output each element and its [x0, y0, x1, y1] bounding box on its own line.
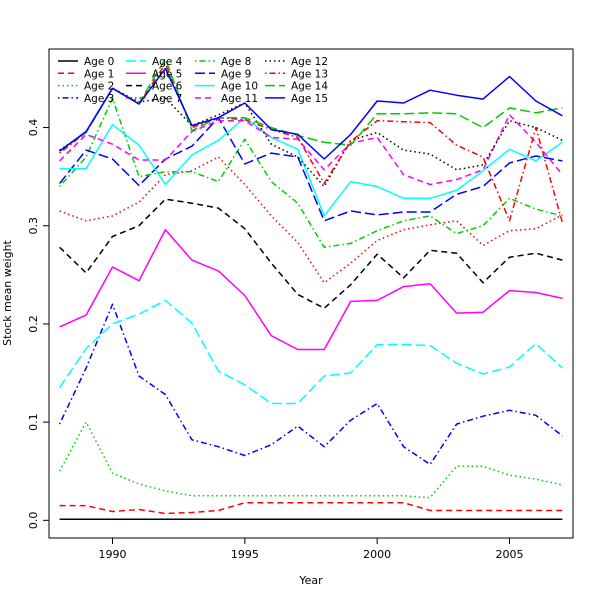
x-tick-label: 2005	[495, 548, 523, 561]
legend-label-age-6: Age 6	[152, 81, 183, 93]
series-line-age-6	[59, 198, 563, 309]
y-tick-label: 0.1	[27, 413, 40, 431]
legend-label-age-1: Age 1	[84, 68, 114, 80]
legend-label-age-3: Age 3	[84, 93, 114, 105]
series-line-age-8	[59, 97, 563, 249]
y-axis-label: Stock mean weight	[1, 239, 14, 345]
x-tick-label: 1995	[231, 548, 259, 561]
series-line-age-1	[59, 501, 563, 515]
legend-label-age-13: Age 13	[291, 68, 328, 80]
y-tick-label: 0.2	[27, 315, 40, 333]
legend-label-age-9: Age 9	[221, 68, 251, 80]
series-layer	[58, 58, 564, 521]
series-line-age-9	[59, 116, 563, 222]
legend-label-age-10: Age 10	[221, 81, 258, 93]
series-line-age-10	[59, 116, 563, 217]
y-tick-label: 0.0	[27, 512, 40, 530]
y-axis: 0.0 0.1 0.2 0.3 0.4	[27, 119, 49, 529]
legend-label-age-5: Age 5	[152, 68, 182, 80]
series-line-age-7	[59, 156, 563, 284]
series-line-age-4	[58, 299, 563, 405]
series-line-age-15	[59, 67, 563, 160]
y-tick-label: 0.4	[27, 119, 40, 137]
series-line-age-14	[59, 58, 563, 152]
series-line-age-2	[58, 421, 563, 499]
series-line-age-3	[58, 303, 563, 466]
legend-label-age-4: Age 4	[152, 56, 183, 68]
legend-label-age-0: Age 0	[84, 56, 114, 68]
legend-label-age-7: Age 7	[152, 93, 182, 105]
series-line-age-13	[59, 62, 564, 224]
legend-label-age-15: Age 15	[291, 93, 328, 105]
legend-label-age-11: Age 11	[221, 93, 258, 105]
legend-label-age-12: Age 12	[291, 56, 328, 68]
x-axis-label: Year	[298, 574, 323, 587]
x-tick-label: 1990	[99, 548, 127, 561]
legend-label-age-14: Age 14	[291, 81, 328, 93]
legend-label-age-8: Age 8	[221, 56, 251, 68]
legend-label-age-2: Age 2	[84, 81, 114, 93]
y-tick-label: 0.3	[27, 217, 40, 235]
plot-frame	[48, 48, 574, 539]
series-line-age-5	[59, 228, 563, 351]
series-line-age-12	[59, 87, 563, 188]
x-axis: 1990 1995 2000 2005	[99, 538, 523, 561]
series-line-age-11	[59, 114, 563, 186]
x-tick-label: 2000	[363, 548, 391, 561]
